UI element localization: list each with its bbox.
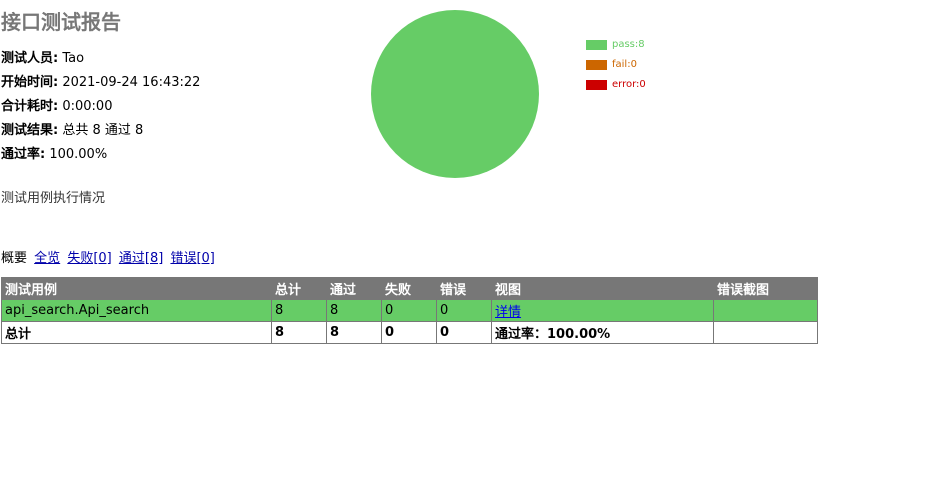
report-attributes: 测试人员: Tao 开始时间: 2021-09-24 16:43:22 合计耗时… [1,47,200,167]
header-total: 总计 [271,277,327,300]
pie-slice [371,10,539,178]
attribute-start-time: 开始时间: 2021-09-24 16:43:22 [1,71,200,95]
cell-total: 8 [271,299,327,322]
table-row: api_search.Api_search 8 8 0 0 详情 [1,299,818,322]
cell-view: 详情 [491,299,714,322]
page-title: 接口测试报告 [1,10,121,34]
header-view: 视图 [491,277,714,300]
attribute-label: 开始时间: [1,75,59,90]
total-count: 8 [271,321,327,344]
attribute-value: Tao [62,51,85,66]
pie-legend: pass:8 fail:0 error:0 [586,39,646,99]
total-fail: 0 [381,321,437,344]
filter-passed-link[interactable]: 通过[8] [118,251,164,266]
attribute-result: 测试结果: 总共 8 通过 8 [1,119,200,143]
attribute-tester: 测试人员: Tao [1,47,200,71]
total-pass: 8 [326,321,382,344]
filter-failed-link[interactable]: 失败[0] [67,251,112,266]
header-case: 测试用例 [1,277,272,300]
cell-case-name: api_search.Api_search [1,299,272,322]
attribute-label: 测试人员: [1,51,59,66]
filter-all-link[interactable]: 全览 [34,251,61,266]
header-pass: 通过 [326,277,382,300]
attribute-value: 0:00:00 [62,99,113,114]
legend-swatch [586,40,607,50]
legend-item: error:0 [586,79,646,99]
attribute-value: 2021-09-24 16:43:22 [62,75,201,90]
attribute-label: 测试结果: [1,123,59,138]
cell-fail: 0 [381,299,437,322]
cell-screenshot [713,299,818,322]
cell-pass: 8 [326,299,382,322]
result-pie-chart [371,10,539,178]
legend-swatch [586,60,607,70]
total-pass-rate: 通过率：100.00% [491,321,714,344]
total-screenshot [713,321,818,344]
total-error: 0 [436,321,492,344]
attribute-value: 总共 8 通过 8 [62,123,144,138]
table-total-row: 总计 8 8 0 0 通过率：100.00% [1,321,818,344]
table-header-row: 测试用例 总计 通过 失败 错误 视图 错误截图 [1,277,818,300]
header-fail: 失败 [381,277,437,300]
filter-label: 概要 [1,251,28,266]
header-error: 错误 [436,277,492,300]
attribute-label: 合计耗时: [1,99,59,114]
legend-item: pass:8 [586,39,646,59]
attribute-label: 通过率: [1,147,46,162]
attribute-duration: 合计耗时: 0:00:00 [1,95,200,119]
attribute-pass-rate: 通过率: 100.00% [1,143,200,167]
result-table: 测试用例 总计 通过 失败 错误 视图 错误截图 api_search.Api_… [1,277,818,344]
filter-error-link[interactable]: 错误[0] [170,251,215,266]
attribute-value: 100.00% [49,147,108,162]
legend-label: error:0 [612,79,646,90]
filter-bar: 概要 全览 失败[0] 通过[8] 错误[0] [1,247,215,266]
total-label: 总计 [1,321,272,344]
cell-error: 0 [436,299,492,322]
header-screenshot: 错误截图 [713,277,818,300]
legend-label: fail:0 [612,59,637,70]
legend-label: pass:8 [612,39,645,50]
report-description: 测试用例执行情况 [1,191,106,206]
legend-item: fail:0 [586,59,646,79]
detail-link[interactable]: 详情 [495,305,522,320]
legend-swatch [586,80,607,90]
